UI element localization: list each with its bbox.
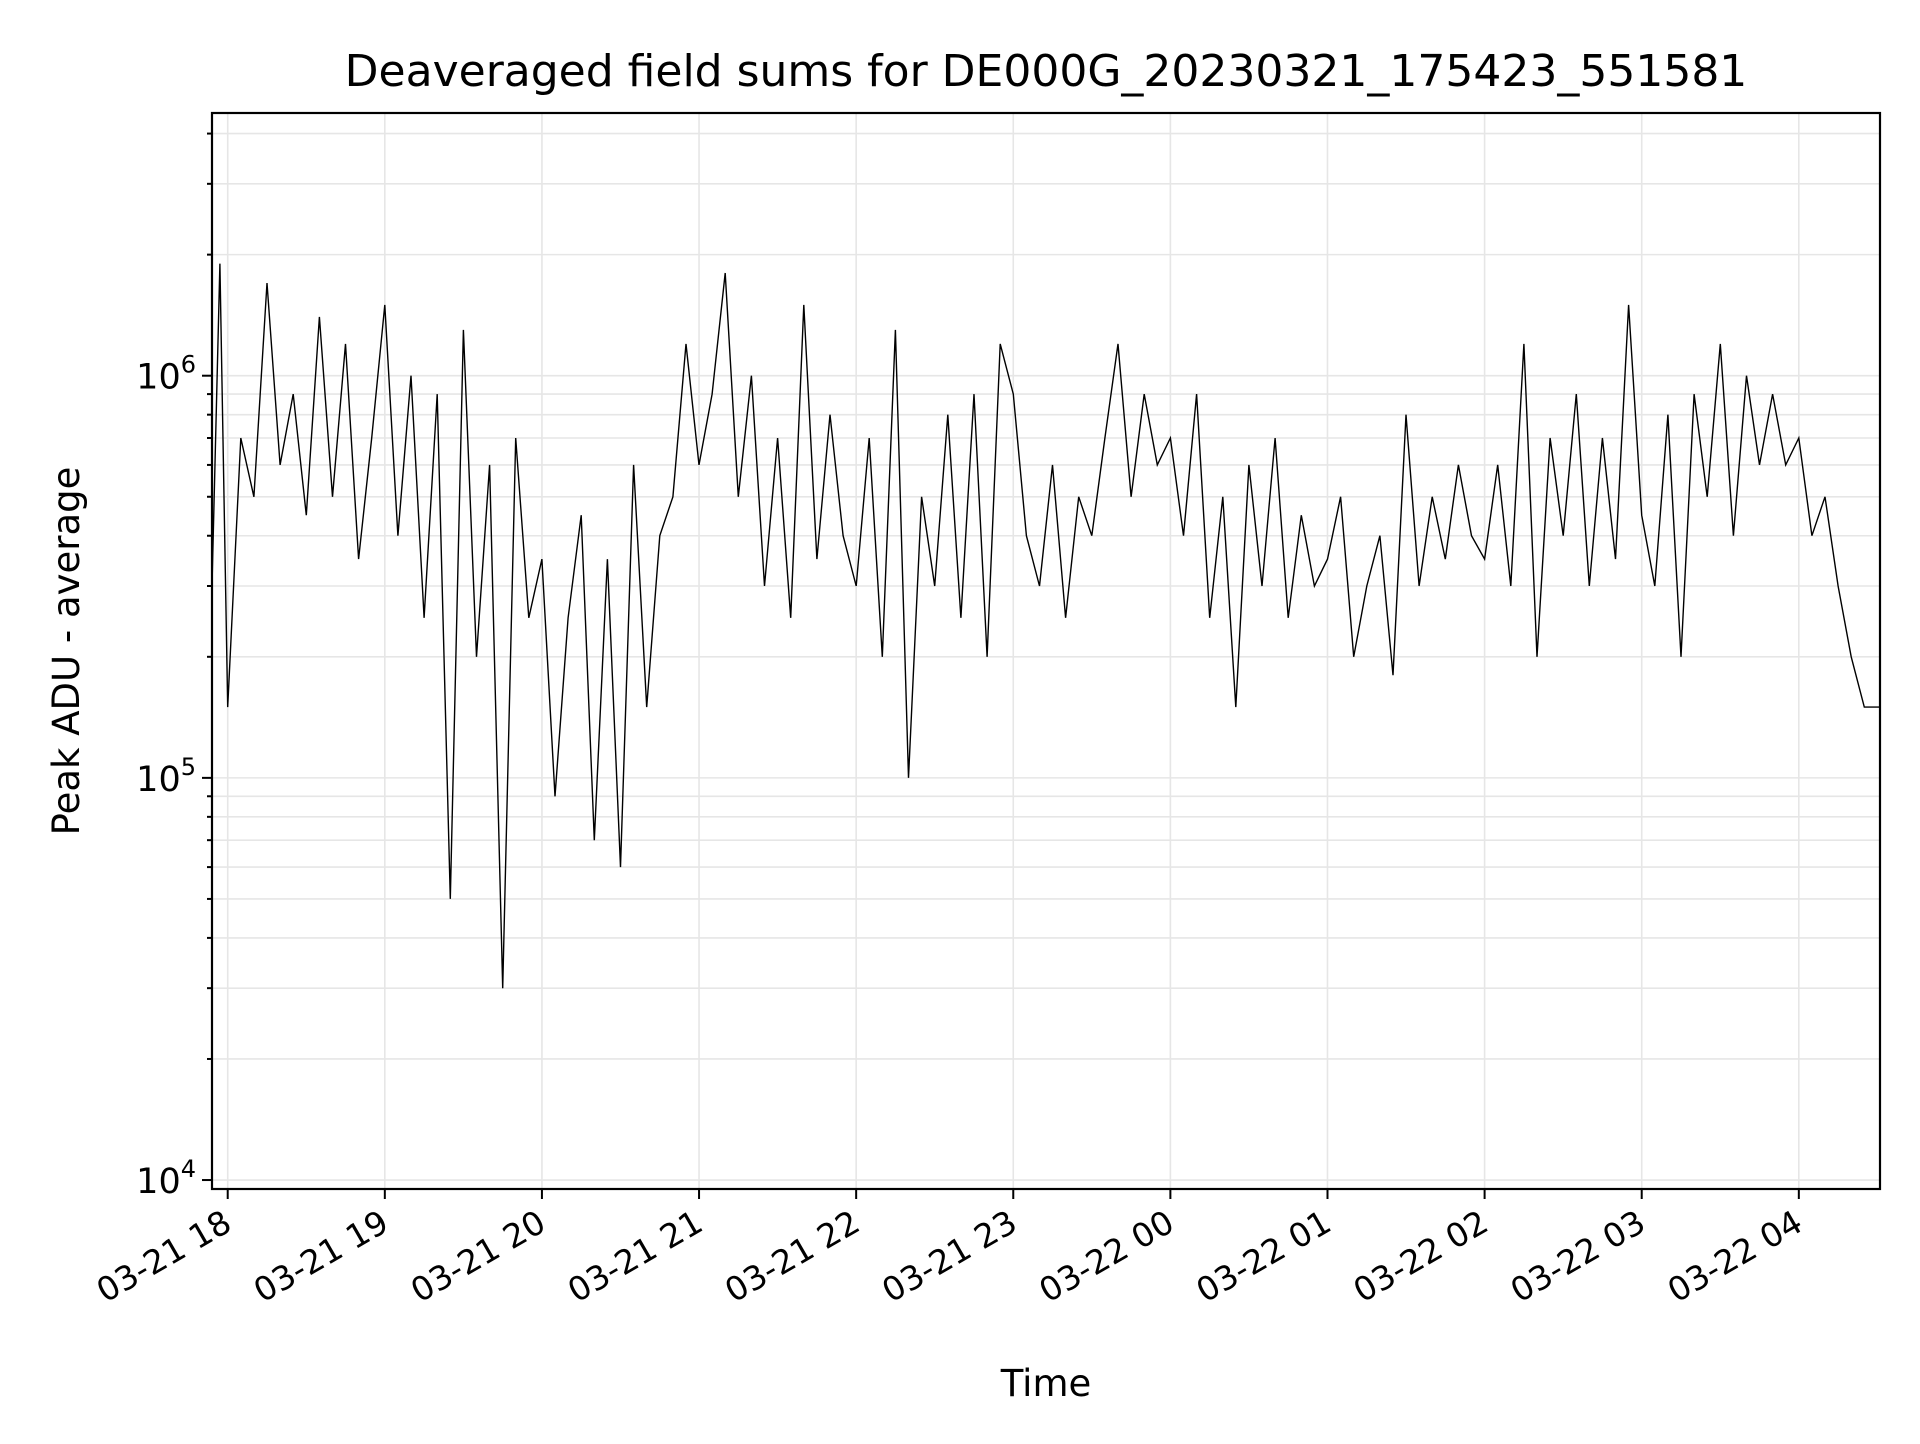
y-tick-label: 104 [136,1155,196,1202]
y-tick-label: 106 [136,351,196,398]
series-line [211,263,1880,989]
y-tick-label: 105 [136,753,196,800]
axes-frame [210,111,1882,1191]
plot-area [211,263,1880,989]
x-axis-label: Time [1000,1362,1092,1405]
y-axis-label: Peak ADU - average [45,467,88,836]
chart-title: Deaveraged field sums for DE000G_2023032… [345,46,1748,97]
grid [212,113,1880,1189]
